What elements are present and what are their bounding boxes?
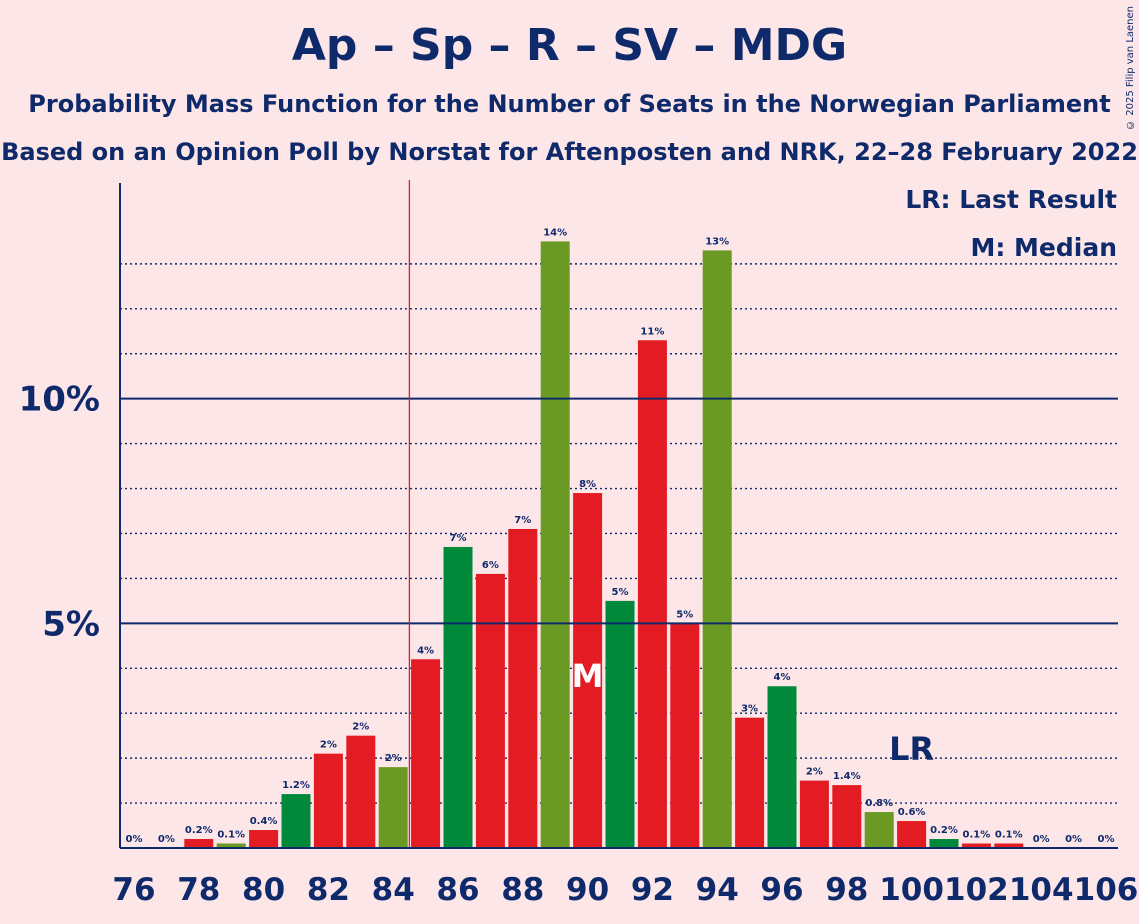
bar-seat-94 (702, 250, 732, 848)
x-tick-label: 100 (879, 872, 944, 908)
chart-title: Ap – Sp – R – SV – MDG (291, 20, 848, 71)
x-tick-label: 104 (1009, 872, 1074, 908)
bar-seat-95 (735, 717, 765, 848)
median-marker: M (572, 657, 604, 695)
chart-subtitle: Probability Mass Function for the Number… (28, 90, 1111, 118)
bar-label-seat-81: 1.2% (282, 780, 310, 791)
bar-label-seat-89: 14% (543, 227, 567, 238)
x-tick-label: 98 (825, 872, 868, 908)
bar-seat-91 (605, 600, 635, 848)
bar-seat-103 (994, 843, 1024, 848)
bar-seat-89 (540, 241, 570, 848)
bar-label-seat-78: 0.2% (185, 825, 213, 836)
bar-label-seat-93: 5% (676, 609, 693, 620)
bar-label-seat-87: 6% (482, 560, 499, 571)
bar-label-seat-105: 0% (1065, 834, 1082, 845)
bar-seat-88 (508, 528, 538, 848)
last-result-marker: LR (889, 730, 934, 768)
bar-label-seat-97: 2% (806, 767, 823, 778)
x-tick-label: 96 (760, 872, 803, 908)
bar-label-seat-99: 0.8% (865, 798, 893, 809)
bar-label-seat-101: 0.2% (930, 825, 958, 836)
bar-seat-98 (832, 785, 862, 848)
bar-seat-78 (184, 839, 214, 848)
bar-label-seat-100: 0.6% (898, 807, 926, 818)
bar-seat-100 (897, 821, 927, 848)
x-tick-label: 92 (631, 872, 674, 908)
bar-label-seat-96: 4% (774, 672, 791, 683)
bar-seat-99 (864, 812, 894, 848)
x-tick-label: 94 (696, 872, 739, 908)
bar-label-seat-92: 11% (640, 326, 664, 337)
x-tick-label: 76 (112, 872, 155, 908)
x-tick-label: 106 (1074, 872, 1139, 908)
bar-seat-80 (249, 830, 279, 848)
bar-label-seat-79: 0.1% (217, 830, 245, 841)
bar-seat-86 (443, 546, 473, 848)
x-tick-label: 84 (372, 872, 415, 908)
bar-seat-92 (637, 340, 667, 848)
bar-label-seat-82: 2% (320, 740, 337, 751)
bar-label-seat-88: 7% (514, 515, 531, 526)
x-tick-label: 80 (242, 872, 285, 908)
bar-label-seat-76: 0% (126, 834, 143, 845)
bar-label-seat-77: 0% (158, 834, 175, 845)
x-tick-label: 78 (177, 872, 220, 908)
bar-seat-84 (378, 767, 408, 848)
bar-seat-101 (929, 839, 959, 848)
bar-label-seat-103: 0.1% (995, 830, 1023, 841)
x-tick-label: 86 (436, 872, 479, 908)
bar-label-seat-86: 7% (450, 533, 467, 544)
bar-seat-87 (475, 573, 505, 848)
bar-seat-83 (346, 735, 376, 848)
bar-label-seat-98: 1.4% (833, 771, 861, 782)
bar-seat-85 (411, 659, 441, 848)
x-tick-label: 90 (566, 872, 609, 908)
bar-label-seat-102: 0.1% (963, 830, 991, 841)
bar-seat-97 (799, 780, 829, 848)
bar-label-seat-84: 2% (385, 753, 402, 764)
bar-label-seat-80: 0.4% (250, 816, 278, 827)
bar-label-seat-95: 3% (741, 704, 758, 715)
x-tick-label: 88 (501, 872, 544, 908)
bar-label-seat-83: 2% (352, 722, 369, 733)
bar-seat-102 (961, 843, 991, 848)
bar-label-seat-90: 8% (579, 479, 596, 490)
x-tick-label: 102 (944, 872, 1009, 908)
legend-median: M: Median (970, 233, 1117, 262)
x-tick-label: 82 (307, 872, 350, 908)
bar-seat-93 (670, 623, 700, 848)
bar-label-seat-94: 13% (705, 236, 729, 247)
bar-label-seat-85: 4% (417, 645, 434, 656)
y-tick-label: 5% (42, 604, 100, 644)
bar-label-seat-91: 5% (612, 587, 629, 598)
bar-seat-79 (216, 843, 246, 848)
chart-source: Based on an Opinion Poll by Norstat for … (1, 138, 1138, 166)
bar-seat-90 (573, 493, 603, 848)
bar-label-seat-106: 0% (1098, 834, 1115, 845)
bar-label-seat-104: 0% (1033, 834, 1050, 845)
bar-seat-81 (281, 794, 311, 848)
y-tick-label: 10% (19, 380, 100, 420)
bar-seat-96 (767, 686, 797, 848)
legend-last-result: LR: Last Result (905, 185, 1117, 214)
bar-seat-82 (313, 753, 343, 848)
